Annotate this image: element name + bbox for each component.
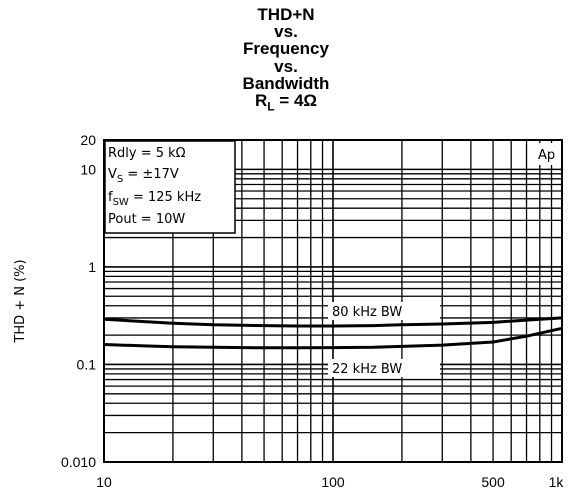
title-rl-main: R — [254, 91, 268, 110]
condition-rdly: Rdly = 5 kΩ — [108, 146, 186, 161]
y-tick-label: 0.1 — [77, 356, 97, 372]
y-tick-label: 20 — [80, 132, 96, 148]
condition-vs: VS = ±17V — [108, 167, 179, 185]
condition-fsw-rest: = 125 kHz — [129, 190, 201, 205]
title-line-2: vs. — [274, 22, 298, 41]
series-line-80khz — [103, 316, 563, 328]
conditions-box — [104, 140, 236, 234]
x-tick-label: 100 — [321, 474, 345, 490]
title-line-5: Bandwidth — [242, 74, 330, 93]
y-tick-label: 1 — [88, 259, 96, 275]
x-tick-label: 500 — [481, 474, 505, 490]
condition-fsw-sub: SW — [113, 197, 129, 208]
title-line-6: RL = 4Ω — [0, 92, 572, 115]
series-layer — [103, 316, 563, 350]
series-label: 22 kHz BW — [332, 362, 402, 377]
condition-fsw-main: f — [108, 190, 113, 205]
x-tick-labels: 10 100 500 1k — [96, 474, 564, 490]
series-labels: 80 kHz BW 22 kHz BW — [328, 302, 440, 377]
x-tick-label: 1k — [549, 474, 565, 490]
grid-lines — [104, 140, 562, 462]
y-tick-label: 10 — [80, 161, 96, 177]
title-line-4: vs. — [274, 57, 298, 76]
y-axis-label: THD + N (%) — [13, 259, 28, 343]
y-tick-label: 0.010 — [61, 454, 96, 470]
condition-vs-main: V — [108, 167, 117, 182]
ap-label-box — [532, 143, 560, 165]
series-label-bg — [328, 302, 440, 320]
condition-fsw: fSW = 125 kHz — [108, 190, 201, 208]
title-rl-rest: = 4Ω — [274, 91, 318, 110]
series-label: 80 kHz BW — [332, 305, 402, 320]
series-label-bg — [328, 359, 440, 377]
condition-vs-sub: S — [117, 174, 123, 185]
title-rl-sub: L — [267, 99, 275, 114]
x-tick-label: 10 — [96, 474, 112, 490]
ap-label: Ap — [538, 148, 555, 163]
plot-frame — [103, 139, 563, 463]
title-line-3: Frequency — [243, 39, 329, 58]
chart-title: THD+N vs. Frequency vs. Bandwidth RL = 4… — [0, 0, 572, 132]
title-line-1: THD+N — [257, 5, 315, 24]
y-tick-labels: 20 10 1 0.1 0.010 — [61, 132, 96, 470]
condition-vs-rest: = ±17V — [123, 167, 179, 182]
series-line-22khz — [103, 326, 563, 350]
condition-pout: Pout = 10W — [108, 212, 185, 227]
